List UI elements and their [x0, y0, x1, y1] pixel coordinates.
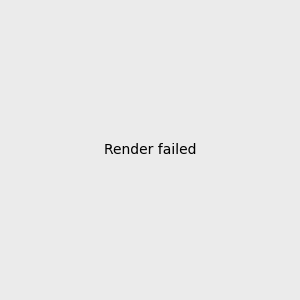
Text: Render failed: Render failed	[104, 143, 196, 157]
